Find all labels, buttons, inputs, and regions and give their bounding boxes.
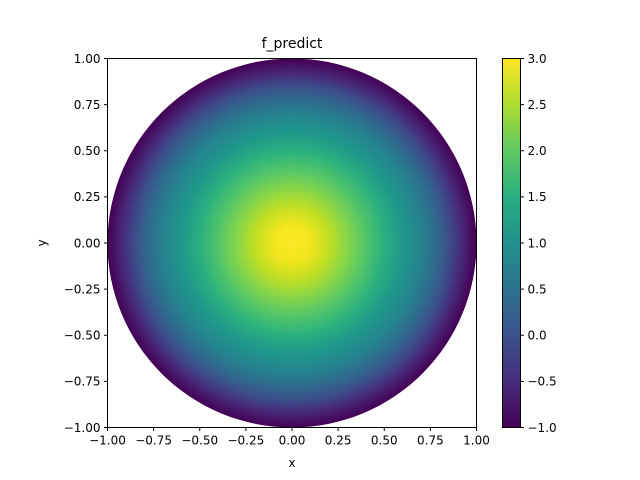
x-tick-label: −1.00 <box>89 434 126 448</box>
x-tick-label: 1.00 <box>463 434 490 448</box>
y-tick-label: 0.75 <box>74 98 101 112</box>
x-axis: −1.00 −0.75 −0.50 −0.25 0.00 0.25 0.50 0.75 1.00 <box>89 427 490 448</box>
colorbar-tick-label: 3.0 <box>528 52 547 66</box>
chart-title: f_predict <box>262 36 323 52</box>
x-tick-label: 0.00 <box>279 434 306 448</box>
x-tick-label: −0.25 <box>227 434 264 448</box>
y-tick-label: −0.75 <box>64 375 101 389</box>
plot-area <box>107 58 477 428</box>
heatmap-disk <box>107 58 477 428</box>
y-tick-label: −0.25 <box>64 282 101 296</box>
colorbar-gradient <box>502 58 521 428</box>
colorbar-tick-label: 1.5 <box>528 190 547 204</box>
colorbar-ticks: −1.0 −0.5 0.0 0.5 1.0 1.5 2.0 2.5 3.0 <box>520 52 557 435</box>
x-tick-label: 0.25 <box>325 434 352 448</box>
colorbar-tick-label: 2.0 <box>528 144 547 158</box>
x-tick-label: −0.50 <box>181 434 218 448</box>
y-tick-label: −0.50 <box>64 329 101 343</box>
colorbar: −1.0 −0.5 0.0 0.5 1.0 1.5 2.0 2.5 3.0 <box>502 52 557 435</box>
colorbar-tick-label: 0.0 <box>528 329 547 343</box>
colorbar-tick-label: 2.5 <box>528 98 547 112</box>
y-tick-label: 0.50 <box>74 144 101 158</box>
y-tick-label: 0.00 <box>74 236 101 250</box>
x-tick-label: −0.75 <box>135 434 172 448</box>
colorbar-tick-label: −1.0 <box>528 421 557 435</box>
y-tick-label: 1.00 <box>74 52 101 66</box>
colorbar-tick-label: 1.0 <box>528 236 547 250</box>
y-axis: −1.00 −0.75 −0.50 −0.25 0.00 0.25 0.50 0.75 1.00 <box>64 52 108 435</box>
y-tick-label: 0.25 <box>74 190 101 204</box>
x-axis-label: x <box>288 456 295 470</box>
y-axis-label: y <box>35 239 49 246</box>
x-tick-label: 0.50 <box>371 434 398 448</box>
colorbar-tick-label: −0.5 <box>528 375 557 389</box>
x-tick-label: 0.75 <box>417 434 444 448</box>
y-tick-label: −1.00 <box>64 421 101 435</box>
colorbar-tick-label: 0.5 <box>528 282 547 296</box>
